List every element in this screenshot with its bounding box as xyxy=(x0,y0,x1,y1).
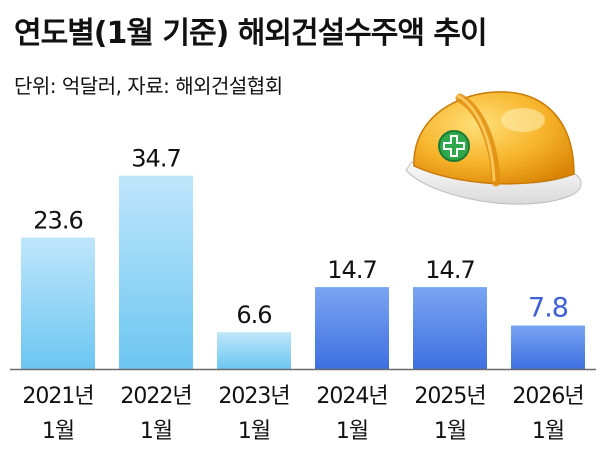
value-label-2: 6.6 xyxy=(236,301,271,329)
category-label-2-0: 2023년 xyxy=(218,384,289,409)
category-label-0-1: 1월 xyxy=(42,419,74,444)
category-label-5-0: 2026년 xyxy=(512,384,583,409)
category-label-3-1: 1월 xyxy=(336,419,368,444)
chart-subtitle: 단위: 억달러, 자료: 해외건설협회 xyxy=(14,74,283,98)
labels-group: 23.6 2021년 1월 34.7 2022년 1월 6.6 2023년 1월 14.7 2024… xyxy=(22,145,584,444)
category-label-2-1: 1월 xyxy=(238,419,270,444)
hard-hat-icon xyxy=(405,91,582,205)
category-label-5-1: 1월 xyxy=(532,419,564,444)
bar-0 xyxy=(21,237,95,369)
chart-title: 연도별(1월 기준) 해외건설수주액 추이 xyxy=(14,16,488,51)
value-label-0: 23.6 xyxy=(33,207,82,235)
bar-1 xyxy=(119,175,193,369)
bar-4 xyxy=(413,287,487,369)
value-label-4: 14.7 xyxy=(425,256,474,284)
bars-group xyxy=(21,175,585,369)
helmet-emblem-icon xyxy=(438,130,470,162)
bar-3 xyxy=(315,287,389,369)
category-label-3-0: 2024년 xyxy=(316,384,387,409)
category-label-1-0: 2022년 xyxy=(120,384,191,409)
category-label-1-1: 1월 xyxy=(140,419,172,444)
category-label-0-0: 2021년 xyxy=(22,384,93,409)
bar-2 xyxy=(217,332,291,369)
value-label-1: 34.7 xyxy=(131,145,180,173)
category-label-4-1: 1월 xyxy=(434,419,466,444)
bar-5 xyxy=(511,325,585,369)
value-label-3: 14.7 xyxy=(327,256,376,284)
category-label-4-0: 2025년 xyxy=(414,384,485,409)
value-label-5: 7.8 xyxy=(528,293,568,324)
